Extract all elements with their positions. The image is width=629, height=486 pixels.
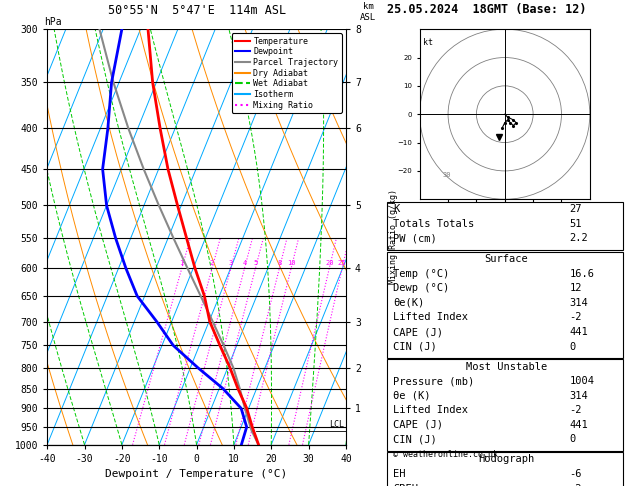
Text: -2: -2: [569, 484, 582, 486]
Text: 2.2: 2.2: [569, 233, 588, 243]
Text: -2: -2: [569, 312, 582, 323]
Text: Most Unstable: Most Unstable: [465, 362, 547, 372]
Text: CIN (J): CIN (J): [393, 342, 437, 352]
Text: Totals Totals: Totals Totals: [393, 219, 474, 229]
Text: © weatheronline.co.uk: © weatheronline.co.uk: [393, 450, 498, 459]
Text: kt: kt: [423, 38, 433, 47]
Text: 50°55'N  5°47'E  114m ASL: 50°55'N 5°47'E 114m ASL: [108, 4, 286, 17]
Text: Hodograph: Hodograph: [478, 454, 535, 465]
Text: SREH: SREH: [393, 484, 418, 486]
Text: -2: -2: [569, 405, 582, 416]
Text: 0: 0: [569, 434, 576, 445]
Text: CAPE (J): CAPE (J): [393, 420, 443, 430]
Text: 25: 25: [338, 260, 347, 266]
Text: 5: 5: [253, 260, 257, 266]
Text: 314: 314: [569, 391, 588, 401]
Text: 314: 314: [569, 298, 588, 308]
X-axis label: Dewpoint / Temperature (°C): Dewpoint / Temperature (°C): [106, 469, 287, 479]
Text: Temp (°C): Temp (°C): [393, 269, 449, 279]
Text: 25.05.2024  18GMT (Base: 12): 25.05.2024 18GMT (Base: 12): [387, 2, 586, 16]
Text: Mixing Ratio (g/kg): Mixing Ratio (g/kg): [389, 190, 398, 284]
Text: Dewp (°C): Dewp (°C): [393, 283, 449, 294]
Text: km
ASL: km ASL: [360, 2, 376, 22]
Text: Lifted Index: Lifted Index: [393, 312, 468, 323]
Text: -6: -6: [569, 469, 582, 479]
Text: 10: 10: [287, 260, 296, 266]
Text: 27: 27: [569, 204, 582, 214]
Text: hPa: hPa: [44, 17, 62, 27]
Text: Lifted Index: Lifted Index: [393, 405, 468, 416]
Text: CAPE (J): CAPE (J): [393, 327, 443, 337]
Text: 441: 441: [569, 327, 588, 337]
Text: Pressure (mb): Pressure (mb): [393, 376, 474, 386]
Text: LCL: LCL: [329, 420, 344, 429]
Text: 51: 51: [569, 219, 582, 229]
Text: K: K: [393, 204, 399, 214]
Text: 16.6: 16.6: [569, 269, 594, 279]
Text: EH: EH: [393, 469, 406, 479]
Text: 4: 4: [242, 260, 247, 266]
Text: CIN (J): CIN (J): [393, 434, 437, 445]
Text: 2: 2: [210, 260, 214, 266]
Text: θe (K): θe (K): [393, 391, 431, 401]
Text: 30: 30: [442, 172, 451, 177]
Text: 1: 1: [180, 260, 184, 266]
Text: Surface: Surface: [484, 254, 528, 264]
Text: 8: 8: [277, 260, 282, 266]
Text: 0: 0: [569, 342, 576, 352]
Text: θe(K): θe(K): [393, 298, 425, 308]
Text: 3: 3: [228, 260, 233, 266]
Text: 20: 20: [325, 260, 333, 266]
Text: 12: 12: [569, 283, 582, 294]
Text: 1004: 1004: [569, 376, 594, 386]
Legend: Temperature, Dewpoint, Parcel Trajectory, Dry Adiabat, Wet Adiabat, Isotherm, Mi: Temperature, Dewpoint, Parcel Trajectory…: [231, 34, 342, 113]
Text: PW (cm): PW (cm): [393, 233, 437, 243]
Text: 441: 441: [569, 420, 588, 430]
